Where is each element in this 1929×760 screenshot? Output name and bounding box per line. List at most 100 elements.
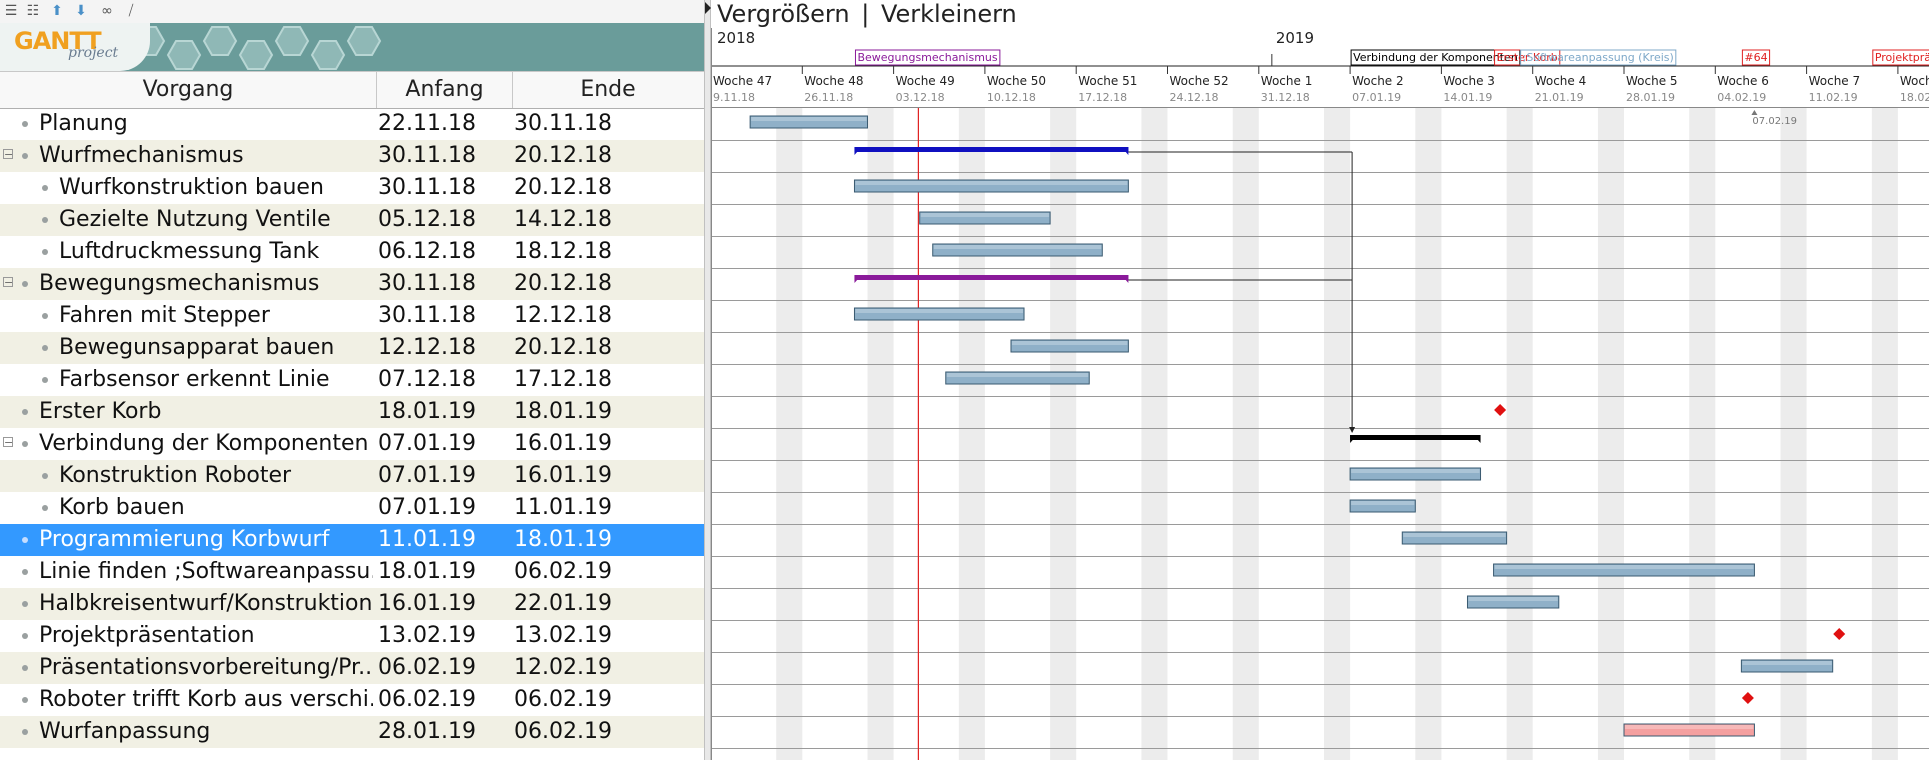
task-start: 11.01.19 (378, 527, 476, 552)
task-start: 07.01.19 (378, 431, 476, 456)
outdent-icon[interactable]: ☰ (4, 3, 18, 19)
table-row[interactable]: − Wurfmechanismus 30.11.18 20.12.18 (0, 140, 704, 172)
unlink-icon[interactable]: ⧸ (128, 3, 134, 19)
task-end: 16.01.19 (514, 431, 612, 456)
group-bar-left-cap (1350, 435, 1358, 443)
table-row[interactable]: Planung 22.11.18 30.11.18 (0, 108, 704, 140)
weekend-stripe (1689, 108, 1716, 760)
table-row[interactable]: Halbkreisentwurf/Konstruktion 16.01.19 22.… (0, 588, 704, 620)
task-name: Verbindung der Komponenten (39, 431, 369, 456)
task-start: 30.11.18 (378, 303, 476, 328)
timeline-tag-label: Bewegungsmechanismus (857, 51, 997, 64)
table-row[interactable]: Konstruktion Roboter 07.01.19 16.01.19 (0, 460, 704, 492)
gantt-chart-panel: 2018 2019 Bewegungsmechanismus Verbindung d… (711, 0, 1929, 760)
timeline-tag-box (854, 49, 1001, 66)
task-end: 14.12.18 (514, 207, 612, 232)
task-bar-highlight (1742, 661, 1832, 665)
group-summary-bar (854, 275, 1129, 280)
task-table-panel: ☰ ☷ ⬆ ⬇ ∞ ⧸ GANTT project Vorgang Anfang… (0, 0, 704, 760)
zoom-out-link[interactable]: Verkleinern (880, 0, 1017, 28)
timeline-tag-label: #64 (1744, 51, 1767, 64)
group-bar-right-cap (1121, 275, 1129, 283)
task-bullet-icon (42, 345, 48, 351)
indent-icon[interactable]: ☷ (26, 3, 40, 19)
table-row[interactable]: Präsentationsvorbereitung/Pr... 06.02.19 1… (0, 652, 704, 684)
table-row[interactable]: Korb bauen 07.01.19 11.01.19 (0, 492, 704, 524)
weekend-stripe (1232, 108, 1259, 760)
table-row[interactable]: − Bewegungsmechanismus 30.11.18 20.12.18 (0, 268, 704, 300)
week-label: Woche 5 (1626, 74, 1678, 88)
task-bar-highlight (933, 245, 1102, 249)
group-bar-left-cap (854, 147, 862, 155)
week-label: Woche 47 (713, 74, 772, 88)
column-header-name[interactable]: Vorgang (0, 72, 377, 108)
week-label: Woche 6 (1717, 74, 1769, 88)
task-bullet-icon (42, 313, 48, 319)
task-end: 20.12.18 (514, 143, 612, 168)
task-bullet-icon (22, 441, 28, 447)
task-name: Präsentationsvorbereitung/Pr... (39, 655, 373, 680)
task-bar-highlight (855, 309, 1024, 313)
zoom-in-link[interactable]: Vergrößern (717, 0, 850, 28)
week-label: Woche 2 (1352, 74, 1404, 88)
table-row[interactable]: Roboter trifft Korb aus verschi... 06.02.… (0, 684, 704, 716)
link-icon[interactable]: ∞ (101, 3, 113, 19)
task-name: Halbkreisentwurf/Konstruktion (39, 591, 373, 616)
task-bar (1349, 499, 1416, 513)
task-start: 22.11.18 (378, 111, 476, 136)
task-bullet-icon (22, 697, 28, 703)
task-start: 18.01.19 (378, 559, 476, 584)
collapse-toggle-icon[interactable]: − (3, 148, 14, 161)
panel-splitter[interactable] (704, 0, 711, 760)
table-row[interactable]: Wurfanpassung 28.01.19 06.02.19 (0, 716, 704, 748)
weekend-stripe (1324, 108, 1351, 760)
task-bullet-icon (22, 153, 28, 159)
collapse-toggle-icon[interactable]: − (3, 276, 14, 289)
table-row[interactable]: Luftdruckmessung Tank 06.12.18 18.12.18 (0, 236, 704, 268)
task-name: Linie finden ;Softwareanpassu... (39, 559, 373, 584)
collapse-arrow-icon[interactable] (705, 2, 711, 14)
task-bar-highlight (920, 213, 1050, 217)
timeline-tag-box (1741, 49, 1771, 66)
task-bullet-icon (22, 121, 28, 127)
week-label: Woche 50 (987, 74, 1046, 88)
task-bullet-icon (22, 569, 28, 575)
move-up-icon[interactable]: ⬆ (51, 3, 63, 19)
table-row[interactable]: Bewegunsapparat bauen 12.12.18 20.12.18 (0, 332, 704, 364)
task-name: Wurfkonstruktion bauen (59, 175, 324, 200)
table-row[interactable]: Linie finden ;Softwareanpassu... 18.01.19… (0, 556, 704, 588)
toolbar: ☰ ☷ ⬆ ⬇ ∞ ⧸ (0, 0, 704, 23)
weekend-stripe (1871, 108, 1898, 760)
column-header-start[interactable]: Anfang (377, 72, 513, 108)
table-row[interactable]: Farbsensor erkennt Linie 07.12.18 17.12.18 (0, 364, 704, 396)
move-down-icon[interactable]: ⬇ (75, 3, 87, 19)
collapse-toggle-icon[interactable]: − (3, 436, 14, 449)
task-name: Bewegungsmechanismus (39, 271, 320, 296)
timeline-tag-box (1350, 49, 1521, 66)
table-row[interactable]: Wurfkonstruktion bauen 30.11.18 20.12.18 (0, 172, 704, 204)
zoom-controls: Vergrößern | Verkleinern (717, 0, 1017, 28)
task-bar (1401, 531, 1508, 545)
task-name: Gezielte Nutzung Ventile (59, 207, 331, 232)
task-start: 07.01.19 (378, 495, 476, 520)
task-bar (945, 371, 1090, 385)
table-row[interactable]: Programmierung Korbwurf 11.01.19 18.01.19 (0, 524, 704, 556)
group-summary-bar (854, 147, 1129, 152)
table-row[interactable]: Gezielte Nutzung Ventile 05.12.18 14.12.18 (0, 204, 704, 236)
weekend-stripe (958, 108, 985, 760)
week-date-label: 17.12.18 (1078, 91, 1127, 104)
table-row[interactable]: Erster Korb 18.01.19 18.01.19 (0, 396, 704, 428)
table-row[interactable]: − Verbindung der Komponenten 07.01.19 16.01… (0, 428, 704, 460)
table-row[interactable]: Fahren mit Stepper 30.11.18 12.12.18 (0, 300, 704, 332)
hexagon-pattern-icon (130, 26, 382, 70)
table-header: Vorgang Anfang Ende (0, 71, 704, 109)
week-date-label: 21.01.19 (1535, 91, 1584, 104)
column-header-end[interactable]: Ende (580, 77, 636, 102)
zoom-separator: | (861, 0, 870, 28)
task-name: Farbsensor erkennt Linie (59, 367, 330, 392)
task-bullet-icon (22, 729, 28, 735)
week-date-label: 04.02.19 (1717, 91, 1766, 104)
task-end: 12.12.18 (514, 303, 612, 328)
week-label: Woche 1 (1261, 74, 1313, 88)
table-row[interactable]: Projektpräsentation 13.02.19 13.02.19 (0, 620, 704, 652)
